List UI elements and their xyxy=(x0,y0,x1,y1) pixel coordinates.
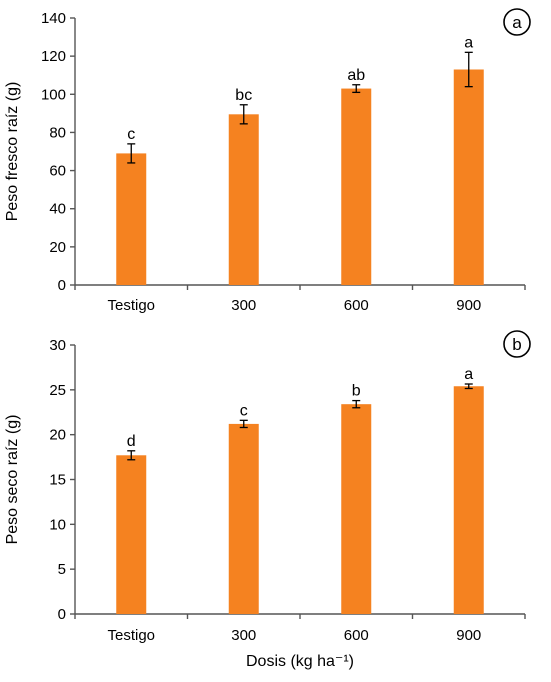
x-tick-label: 600 xyxy=(344,627,369,644)
y-tick-label: 10 xyxy=(49,516,66,533)
y-axis-label: Peso seco raíz (g) xyxy=(4,415,21,545)
y-tick-label: 15 xyxy=(49,472,66,489)
panel-label-circle xyxy=(503,8,531,36)
x-tick-label: 300 xyxy=(231,627,256,644)
significance-letter: d xyxy=(127,433,136,450)
bar-900 xyxy=(453,69,484,285)
x-tick-label: Testigo xyxy=(107,627,155,644)
significance-letter: a xyxy=(464,34,473,51)
y-tick-label: 100 xyxy=(41,86,66,103)
y-tick-label: 20 xyxy=(49,239,66,256)
bar-300 xyxy=(228,423,259,614)
significance-letter: c xyxy=(127,126,135,143)
y-tick-label: 20 xyxy=(49,427,66,444)
y-tick-label: 25 xyxy=(49,382,66,399)
bar-900 xyxy=(453,386,484,614)
y-tick-label: 0 xyxy=(58,606,66,623)
y-tick-label: 40 xyxy=(49,201,66,218)
y-tick-label: 80 xyxy=(49,124,66,141)
panel-label: b xyxy=(512,335,521,354)
x-tick-label: 900 xyxy=(456,297,481,314)
x-tick-label: 600 xyxy=(344,297,369,314)
y-tick-label: 30 xyxy=(49,337,66,354)
x-axis-label: Dosis (kg ha⁻¹) xyxy=(246,653,354,670)
significance-letter: a xyxy=(464,366,473,383)
x-tick-label: 900 xyxy=(456,627,481,644)
y-axis-label: Peso fresco raíz (g) xyxy=(4,82,21,222)
panel-label-circle xyxy=(503,330,531,358)
significance-letter: c xyxy=(240,402,248,419)
bar-600 xyxy=(341,404,372,614)
bar-testigo xyxy=(116,153,147,285)
significance-letter: b xyxy=(352,383,361,400)
y-tick-label: 140 xyxy=(41,10,66,27)
panel-label: a xyxy=(512,13,522,32)
y-tick-label: 0 xyxy=(58,277,66,294)
x-tick-label: Testigo xyxy=(107,297,155,314)
y-tick-label: 60 xyxy=(49,163,66,180)
y-tick-label: 5 xyxy=(58,561,66,578)
y-tick-label: 120 xyxy=(41,48,66,65)
significance-letter: ab xyxy=(347,67,365,84)
significance-letter: bc xyxy=(235,87,252,104)
bar-testigo xyxy=(116,455,147,614)
bar-600 xyxy=(341,88,372,285)
bar-300 xyxy=(228,114,259,285)
x-tick-label: 300 xyxy=(231,297,256,314)
